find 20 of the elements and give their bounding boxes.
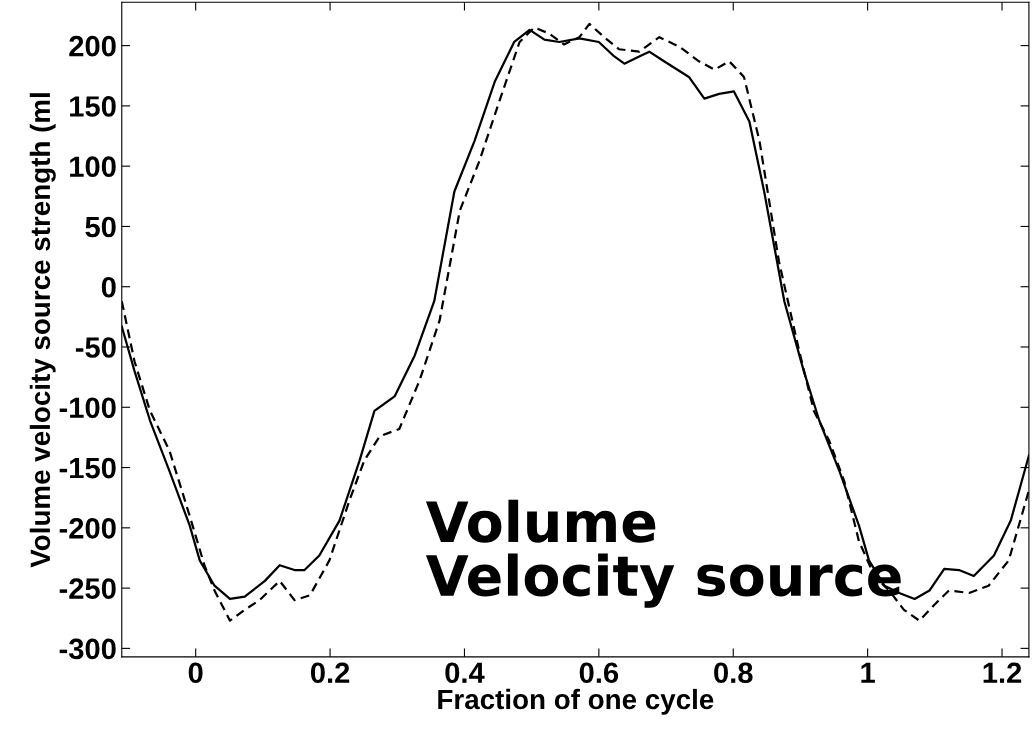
- x-tick-label: 1.2: [983, 662, 1022, 683]
- x-tick-label: 0.4: [445, 662, 485, 684]
- y-axis-title: Volume velocity source strength (ml: [29, 93, 56, 568]
- y-tick-label: 150: [70, 96, 116, 117]
- y-tick-label: 100: [70, 156, 116, 178]
- y-tick-label: -150: [59, 457, 116, 479]
- y-tick-label: -250: [59, 578, 116, 599]
- y-tick-label: -50: [75, 337, 116, 358]
- y-tick-label: -300: [59, 638, 116, 660]
- y-tick-label: 200: [69, 35, 116, 57]
- x-tick-label: 0.8: [714, 662, 753, 684]
- x-axis-title: Fraction of one cycle: [438, 688, 714, 715]
- y-tick-label: -100: [59, 397, 116, 419]
- x-tick-label: 0: [188, 662, 203, 684]
- y-tick-label: 0: [101, 276, 116, 298]
- x-tick-label: 0.6: [579, 662, 619, 684]
- y-tick-label: -200: [59, 518, 116, 539]
- x-tick-label: 0.2: [310, 662, 350, 684]
- y-tick-label: 50: [85, 216, 116, 238]
- x-tick-label: 1: [861, 662, 875, 683]
